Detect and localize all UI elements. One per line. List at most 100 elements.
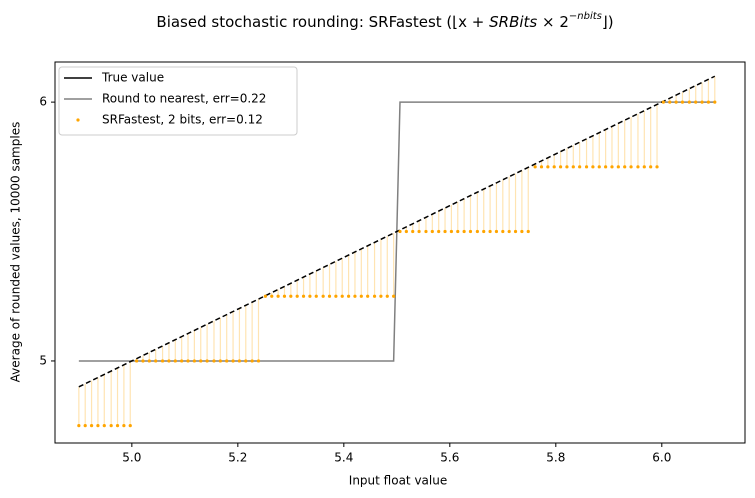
- data-point: [77, 424, 81, 428]
- data-point: [520, 229, 524, 234]
- data-point: [379, 294, 383, 298]
- data-point: [321, 294, 325, 298]
- data-point: [96, 424, 100, 428]
- data-point: [327, 294, 332, 298]
- data-point: [340, 294, 344, 298]
- data-point: [526, 229, 530, 234]
- data-point: [102, 424, 106, 428]
- data-point: [552, 165, 556, 169]
- data-point: [475, 229, 479, 234]
- data-point: [115, 424, 120, 428]
- data-point: [256, 359, 261, 363]
- x-tick-label: 6.0: [652, 451, 671, 465]
- data-point: [668, 100, 672, 104]
- data-point: [680, 100, 685, 104]
- x-tick-label: 5.0: [122, 451, 141, 465]
- data-point: [385, 294, 389, 298]
- data-point: [513, 229, 518, 234]
- data-point: [430, 229, 434, 234]
- data-point: [616, 165, 620, 169]
- legend-label: Round to nearest, err=0.22: [102, 92, 266, 106]
- data-point: [276, 294, 280, 298]
- data-point: [314, 294, 318, 298]
- title-end: ⌋): [602, 13, 614, 31]
- data-point: [160, 359, 165, 363]
- y-tick-label: 5: [39, 353, 47, 367]
- x-tick-label: 5.2: [228, 451, 247, 465]
- data-point: [89, 424, 94, 428]
- data-point: [713, 100, 717, 104]
- data-point: [237, 359, 242, 363]
- data-point: [334, 294, 338, 298]
- legend-label: SRFastest, 2 bits, err=0.12: [102, 113, 263, 127]
- data-point: [301, 294, 306, 298]
- data-point: [225, 359, 229, 363]
- data-point: [424, 229, 428, 234]
- data-point: [366, 294, 370, 298]
- data-point: [218, 359, 222, 363]
- data-point: [494, 229, 499, 234]
- x-axis-label: Input float value: [349, 474, 447, 488]
- data-point: [212, 359, 216, 363]
- data-point: [141, 359, 145, 363]
- data-point: [706, 100, 711, 104]
- data-point: [437, 229, 441, 234]
- data-point: [346, 294, 351, 298]
- legend-label: True value: [101, 71, 164, 85]
- data-point: [128, 424, 132, 428]
- data-point: [250, 359, 254, 363]
- data-point: [482, 229, 486, 234]
- data-point: [295, 294, 299, 298]
- data-point: [282, 294, 287, 298]
- axes-frame: [54, 61, 746, 444]
- data-point: [122, 424, 126, 428]
- data-point: [147, 359, 151, 363]
- data-point: [674, 100, 678, 104]
- data-point: [539, 165, 544, 169]
- data-point: [443, 229, 447, 234]
- data-point: [642, 165, 646, 169]
- data-point: [456, 229, 460, 234]
- data-point: [655, 165, 659, 169]
- series-line: [78, 75, 716, 388]
- legend-handle: [76, 118, 80, 122]
- x-tick-label: 5.8: [546, 451, 565, 465]
- data-point: [154, 359, 158, 363]
- data-point: [186, 359, 190, 363]
- data-point: [359, 294, 363, 298]
- title-exponent: −nbits: [569, 11, 602, 22]
- data-point: [398, 229, 402, 234]
- legend-box: [58, 66, 298, 136]
- data-point: [604, 165, 608, 169]
- data-point: [501, 229, 505, 234]
- data-point: [687, 100, 691, 104]
- data-point: [263, 294, 267, 298]
- x-tick-label: 5.6: [440, 451, 459, 465]
- legend: True value Round to nearest, err=0.22 SRFa…: [58, 66, 298, 136]
- data-point: [417, 229, 421, 234]
- x-tick-label: 5.4: [334, 451, 353, 465]
- data-point: [629, 165, 633, 169]
- data-point: [392, 294, 396, 298]
- data-point: [462, 229, 466, 234]
- data-point: [571, 165, 575, 169]
- data-point: [449, 229, 454, 234]
- data-point: [404, 229, 408, 234]
- data-point: [192, 359, 196, 363]
- data-point: [694, 100, 698, 104]
- chart-title: Biased stochastic rounding: SRFastest (⌊…: [156, 11, 613, 31]
- data-point: [270, 294, 274, 298]
- data-point: [205, 359, 209, 363]
- data-point: [507, 229, 511, 234]
- data-point: [610, 165, 614, 169]
- title-math: SRBits: [489, 13, 537, 31]
- data-point: [167, 359, 171, 363]
- data-point: [565, 165, 569, 169]
- data-point: [180, 359, 184, 363]
- y-tick-label: 6: [39, 95, 47, 109]
- data-point: [83, 424, 87, 428]
- data-point: [623, 165, 627, 169]
- data-point: [135, 359, 139, 363]
- data-point: [468, 229, 473, 234]
